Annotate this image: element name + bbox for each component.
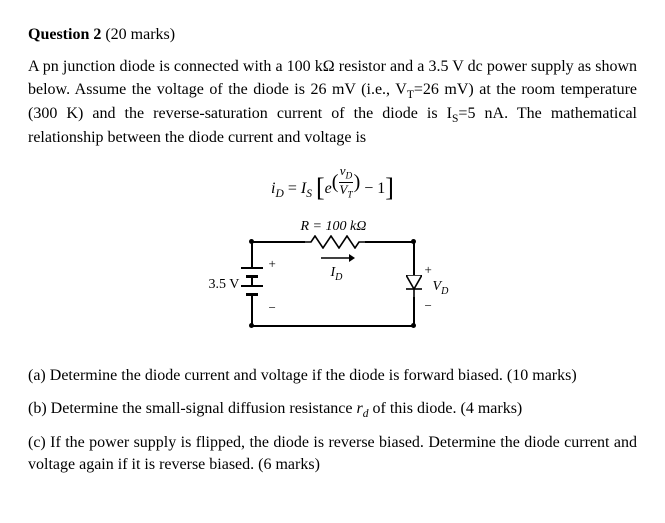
node	[411, 323, 416, 328]
question-title: Question 2 (20 marks)	[28, 24, 637, 46]
intro-paragraph: A pn junction diode is connected with a …	[28, 56, 637, 149]
eq-e: e	[325, 180, 332, 197]
resistor	[305, 235, 365, 249]
wire	[251, 241, 305, 243]
part-b-2: of this diode. (4 marks)	[369, 400, 523, 417]
current-label: ID	[331, 263, 343, 285]
eq-rbracket: ]	[385, 173, 394, 202]
part-b-1: (b) Determine the small-signal diffusion…	[28, 400, 357, 417]
diode	[406, 275, 422, 297]
eq-den-sub: T	[347, 191, 352, 201]
eq-lparen: (	[332, 171, 339, 193]
src-minus: −	[269, 299, 276, 317]
eq-rparen: )	[354, 171, 361, 193]
part-b: (b) Determine the small-signal diffusion…	[28, 398, 637, 422]
title-bold: Question 2	[28, 26, 101, 43]
eq-Is-sub: S	[306, 188, 312, 200]
wire	[251, 325, 415, 327]
battery-plate	[241, 267, 263, 269]
eq-sign: =	[288, 180, 301, 197]
part-c: (c) If the power supply is flipped, the …	[28, 432, 637, 477]
title-marks: (20 marks)	[105, 26, 175, 43]
battery-plate	[241, 285, 263, 287]
eq-lhs-sub: D	[276, 188, 284, 200]
node	[411, 239, 416, 244]
intro-sub1: T	[407, 89, 414, 101]
circuit-diagram: R = 100 kΩ ID + − 3.5 V + − VD	[223, 217, 443, 347]
node	[249, 239, 254, 244]
diode-plus: +	[425, 261, 432, 279]
part-a: (a) Determine the diode current and volt…	[28, 365, 637, 387]
wire	[365, 241, 415, 243]
eq-num-sub: D	[346, 171, 353, 181]
current-arrow	[321, 253, 355, 263]
wire	[251, 241, 253, 267]
equation: iD = IS [e ( vD VT ) − 1]	[28, 164, 637, 207]
wire	[251, 295, 253, 303]
wire	[251, 277, 253, 285]
eq-fraction: vD VT	[339, 164, 352, 202]
wire	[413, 241, 415, 275]
node	[249, 323, 254, 328]
src-plus: +	[269, 255, 276, 273]
source-label: 3.5 V	[209, 275, 240, 295]
resistor-label: R = 100 kΩ	[301, 217, 367, 237]
diode-minus: −	[425, 297, 432, 315]
eq-minus1: − 1	[364, 180, 385, 197]
eq-lbracket: [	[316, 173, 325, 202]
diode-voltage-label: VD	[433, 277, 449, 299]
